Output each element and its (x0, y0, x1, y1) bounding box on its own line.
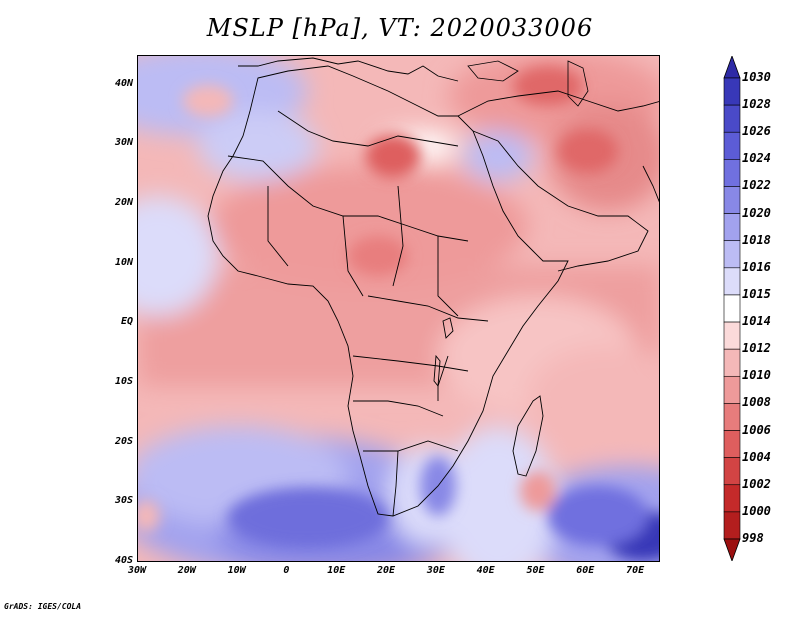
pressure-cores (138, 66, 659, 561)
colorbar-level-label: 1024 (742, 151, 771, 166)
x-tick-label: 30E (426, 565, 445, 576)
colorbar-segment (723, 430, 741, 458)
colorbar-bottom-arrow (723, 538, 741, 561)
y-tick-label: 20S (114, 435, 133, 447)
y-tick-label: 40S (114, 555, 133, 566)
y-tick-label: 30S (114, 495, 133, 507)
y-tick-label: 20N (114, 197, 133, 209)
y-tick-label: 40N (114, 77, 133, 89)
x-tick-label: 20E (377, 565, 396, 576)
colorbar-segment (723, 77, 741, 106)
colorbar-level-label: 1020 (742, 205, 771, 220)
pressure-map (138, 56, 659, 561)
colorbar-level-label: 1026 (742, 124, 771, 139)
colorbar-level-label: 1028 (742, 97, 771, 112)
colorbar-segment (723, 375, 741, 404)
colorbar-level-label: 1018 (742, 232, 771, 247)
x-tick-label: 70E (626, 565, 645, 576)
colorbar-segment (723, 131, 741, 160)
colorbar-level-label: 1012 (742, 341, 771, 356)
y-tick-label: 10S (114, 376, 133, 388)
colorbar-level-label: 1015 (742, 286, 771, 301)
colorbar-segment (723, 403, 741, 431)
colorbar-segment (723, 240, 741, 269)
colorbar-segment (723, 159, 741, 187)
x-tick-label: 0 (283, 565, 290, 576)
colorbar-level-label: 1016 (742, 259, 771, 274)
colorbar-level-label: 1002 (742, 476, 771, 491)
colorbar-segment (723, 321, 741, 350)
colorbar-level-label: 1010 (742, 368, 771, 383)
y-tick-label: 30N (114, 137, 133, 149)
colorbar-level-label: 998 (742, 531, 764, 545)
colorbar-level-label: 1004 (742, 449, 771, 464)
coastlines (207, 57, 659, 517)
x-tick-label: 20W (177, 565, 196, 576)
colorbar-segment (723, 348, 741, 377)
x-tick-label: 30W (127, 565, 147, 576)
x-tick-label: 60E (576, 565, 595, 576)
software-credit: GrADS: IGES/COLA (4, 602, 82, 611)
colorbar-segment (723, 511, 741, 540)
map-area (137, 55, 660, 562)
x-tick-label: 40E (476, 565, 495, 576)
map-title: MSLP [hPa], VT: 2020033006 (206, 14, 594, 42)
inland-seas (467, 60, 589, 107)
colorbar-level-label: 1006 (742, 422, 771, 437)
x-tick-label: 10W (227, 565, 246, 576)
colorbar-segment (723, 267, 741, 296)
colorbar-level-label: 1008 (742, 395, 771, 410)
colorbar-level-label: 1014 (742, 314, 771, 329)
colorbar-segment (723, 186, 741, 214)
x-tick-label: 10E (327, 565, 346, 576)
colorbar-segment (723, 457, 741, 486)
colorbar-level-label: 1022 (742, 178, 771, 193)
colorbar-segment (723, 104, 741, 133)
y-tick-label: EQ (120, 316, 133, 328)
y-tick-label: 10N (114, 256, 133, 268)
x-tick-label: 50E (526, 565, 545, 576)
colorbar-level-label: 1000 (742, 503, 771, 518)
colorbar-level-label: 1030 (742, 70, 771, 84)
colorbar-segment (723, 484, 741, 513)
colorbar-top-arrow (723, 56, 741, 79)
colorbar-scale (723, 56, 741, 561)
colorbar-segment (723, 294, 741, 323)
colorbar-segment (723, 213, 741, 242)
